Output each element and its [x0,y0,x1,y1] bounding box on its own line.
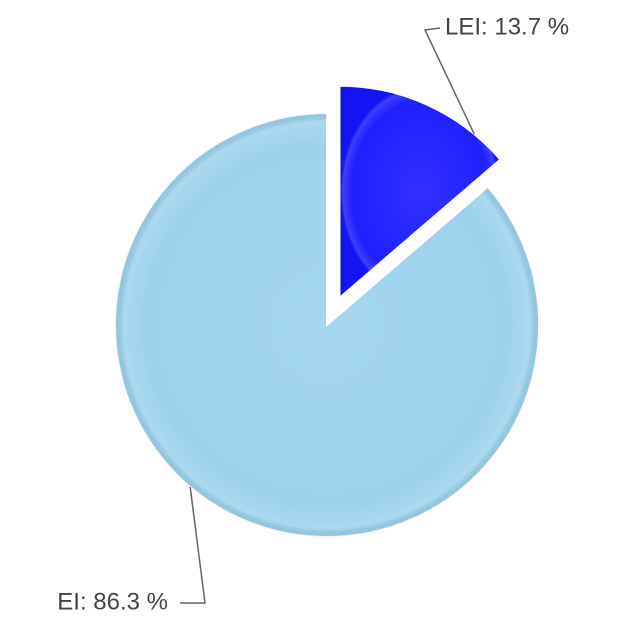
slice-label: EI: 86.3 % [57,588,168,615]
slice-label: LEI: 13.7 % [445,13,569,40]
leader-line [423,27,475,135]
leader-line [180,486,206,604]
